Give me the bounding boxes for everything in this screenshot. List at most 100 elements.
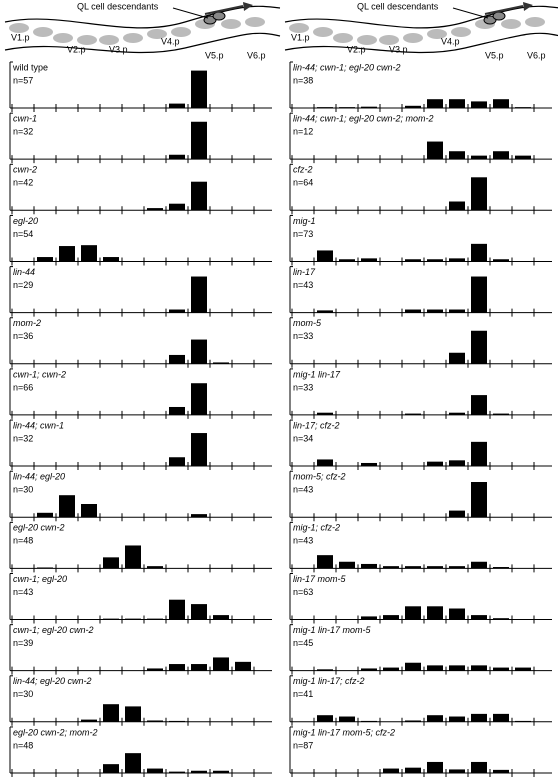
worm-outline bbox=[4, 32, 281, 54]
sample-size: n=32 bbox=[13, 433, 33, 443]
bar bbox=[103, 764, 119, 773]
sample-size: n=30 bbox=[13, 689, 33, 699]
bar bbox=[427, 259, 443, 262]
bar bbox=[81, 719, 97, 722]
sample-size: n=63 bbox=[293, 587, 313, 597]
sample-size: n=54 bbox=[13, 229, 33, 239]
cell-label: V1.p bbox=[11, 32, 30, 42]
worm-outline bbox=[284, 5, 558, 29]
bar bbox=[147, 768, 163, 773]
sample-size: n=36 bbox=[13, 331, 33, 341]
bar bbox=[471, 155, 487, 160]
bar bbox=[383, 615, 399, 620]
genotype-label: mig-1 lin-17 mom-5; cfz-2 bbox=[293, 727, 395, 737]
bar bbox=[169, 771, 185, 773]
genotype-label: egl-20 bbox=[13, 216, 38, 226]
bar bbox=[37, 257, 53, 262]
bar bbox=[169, 154, 185, 160]
cell bbox=[333, 33, 353, 43]
cell bbox=[289, 23, 309, 33]
genotype-label: mom-5 bbox=[293, 318, 322, 328]
bar bbox=[147, 720, 163, 722]
cell bbox=[221, 19, 241, 29]
bar bbox=[147, 668, 163, 671]
sample-size: n=29 bbox=[13, 280, 33, 290]
bar bbox=[405, 606, 421, 620]
bar bbox=[169, 406, 185, 415]
bar bbox=[427, 606, 443, 620]
bar bbox=[449, 99, 465, 108]
sample-size: n=66 bbox=[13, 382, 33, 392]
cell bbox=[427, 29, 447, 39]
bar bbox=[449, 665, 465, 671]
bar bbox=[125, 753, 141, 773]
diagram-caption: QL cell descendants bbox=[357, 1, 439, 11]
genotype-label: cwn-1; egl-20 cwn-2 bbox=[13, 625, 94, 635]
bar bbox=[213, 615, 229, 620]
cell-label: V6.p bbox=[247, 50, 266, 60]
sample-size: n=33 bbox=[293, 331, 313, 341]
bar bbox=[449, 460, 465, 467]
bar bbox=[449, 716, 465, 722]
genotype-label: lin-44; cwn-1; egl-20 cwn-2; mom-2 bbox=[293, 114, 434, 124]
sample-size: n=30 bbox=[13, 485, 33, 495]
sample-size: n=38 bbox=[293, 75, 313, 85]
bar bbox=[405, 767, 421, 773]
worm-diagram: QL cell descendants V1.p V2.p V3.p V4.p V5.p V… bbox=[4, 1, 281, 60]
bar bbox=[471, 243, 487, 262]
bar bbox=[235, 661, 251, 671]
ql-cell bbox=[212, 11, 226, 21]
bar bbox=[471, 330, 487, 364]
cell bbox=[33, 27, 53, 37]
migration-arrow bbox=[484, 5, 524, 15]
sample-size: n=12 bbox=[293, 127, 313, 137]
bar bbox=[449, 309, 465, 313]
bar bbox=[405, 413, 421, 415]
bar bbox=[383, 667, 399, 671]
bar bbox=[317, 412, 333, 415]
bar bbox=[493, 667, 509, 671]
cell bbox=[379, 35, 399, 45]
bar bbox=[191, 339, 207, 364]
bar bbox=[383, 566, 399, 569]
genotype-label: lin-44; egl-20 bbox=[13, 472, 65, 482]
bar bbox=[339, 561, 355, 569]
bar bbox=[471, 561, 487, 569]
sample-size: n=87 bbox=[293, 740, 313, 750]
pointer bbox=[452, 7, 489, 19]
genotype-label: mig-1 bbox=[293, 216, 316, 226]
bar bbox=[191, 383, 207, 415]
cell bbox=[99, 35, 119, 45]
bar bbox=[339, 716, 355, 722]
bar bbox=[405, 309, 421, 313]
cell bbox=[403, 33, 423, 43]
genotype-label: lin-44; egl-20 cwn-2 bbox=[13, 676, 92, 686]
bar bbox=[213, 657, 229, 671]
bar bbox=[103, 257, 119, 262]
bar bbox=[317, 459, 333, 467]
migration-arrow bbox=[204, 5, 244, 15]
bar bbox=[493, 99, 509, 108]
bar bbox=[449, 510, 465, 518]
bar bbox=[493, 769, 509, 773]
bar bbox=[59, 246, 75, 262]
sample-size: n=33 bbox=[293, 382, 313, 392]
cell bbox=[77, 35, 97, 45]
bar bbox=[213, 770, 229, 773]
bar bbox=[471, 482, 487, 518]
bar bbox=[59, 495, 75, 518]
bar bbox=[361, 258, 377, 262]
bar bbox=[103, 704, 119, 722]
bar bbox=[103, 618, 119, 620]
bar bbox=[449, 769, 465, 773]
genotype-label: lin-44; cwn-1 bbox=[13, 420, 64, 430]
cell-label: V5.p bbox=[205, 50, 224, 60]
bar bbox=[169, 599, 185, 620]
bar bbox=[449, 608, 465, 620]
sample-size: n=32 bbox=[13, 127, 33, 137]
bar bbox=[471, 615, 487, 620]
cell-label: V2.p bbox=[67, 44, 86, 54]
bar bbox=[191, 70, 207, 108]
bar bbox=[471, 665, 487, 671]
genotype-label: egl-20 cwn-2; mom-2 bbox=[13, 727, 98, 737]
